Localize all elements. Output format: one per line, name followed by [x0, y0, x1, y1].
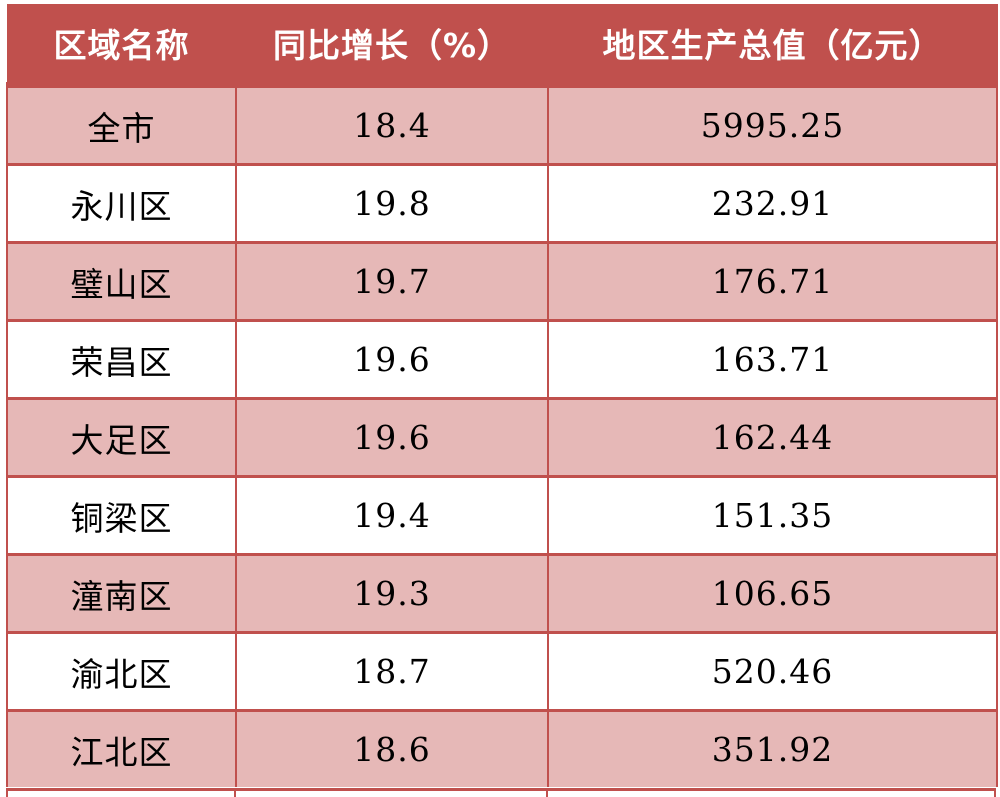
gdp-cell: 232.91: [547, 163, 998, 243]
column-header-growth: 同比增长（%）: [235, 4, 549, 85]
growth-cell: 19.4: [235, 475, 549, 555]
table-row: 铜梁区 19.4 151.35: [6, 475, 998, 555]
region-cell: 大足区: [6, 397, 237, 477]
grid-line: [6, 791, 8, 797]
growth-cell: 18.7: [235, 631, 549, 711]
gdp-cell: 106.65: [547, 553, 998, 633]
growth-cell: 18.4: [235, 82, 549, 165]
region-cell: 铜梁区: [6, 475, 237, 555]
table-row: 渝北区 18.7 520.46: [6, 631, 998, 711]
table-container: 区域名称 同比增长（%） 地区生产总值（亿元） 全市 18.4 5995.25 …: [6, 4, 998, 787]
table-row: 江北区 18.6 351.92: [6, 709, 998, 787]
table-row: 荣昌区 19.6 163.71: [6, 319, 998, 399]
region-cell: 荣昌区: [6, 319, 237, 399]
table-body: 全市 18.4 5995.25 永川区 19.8 232.91 璧山区 19.7…: [6, 82, 998, 787]
table-row: 全市 18.4 5995.25: [6, 82, 998, 165]
region-cell: 潼南区: [6, 553, 237, 633]
growth-cell: 19.6: [235, 319, 549, 399]
gdp-cell: 162.44: [547, 397, 998, 477]
region-cell: 璧山区: [6, 241, 237, 321]
gdp-cell: 351.92: [547, 709, 998, 787]
growth-cell: 19.3: [235, 553, 549, 633]
table-header: 区域名称 同比增长（%） 地区生产总值（亿元）: [6, 4, 998, 85]
table-row: 璧山区 19.7 176.71: [6, 241, 998, 321]
grid-line: [994, 791, 996, 797]
column-header-gdp: 地区生产总值（亿元）: [547, 4, 998, 85]
region-cell: 渝北区: [6, 631, 237, 711]
region-cell: 永川区: [6, 163, 237, 243]
grid-line: [546, 791, 548, 797]
column-header-region: 区域名称: [6, 4, 237, 85]
table-bottom-edge: [6, 788, 996, 797]
gdp-cell: 5995.25: [547, 82, 998, 165]
growth-cell: 18.6: [235, 709, 549, 787]
growth-cell: 19.6: [235, 397, 549, 477]
gdp-cell: 520.46: [547, 631, 998, 711]
gdp-cell: 151.35: [547, 475, 998, 555]
gdp-cell: 163.71: [547, 319, 998, 399]
region-cell: 全市: [6, 82, 237, 165]
table-row: 大足区 19.6 162.44: [6, 397, 998, 477]
header-row: 区域名称 同比增长（%） 地区生产总值（亿元）: [6, 4, 998, 85]
gdp-cell: 176.71: [547, 241, 998, 321]
region-cell: 江北区: [6, 709, 237, 787]
table-row: 潼南区 19.3 106.65: [6, 553, 998, 633]
growth-cell: 19.8: [235, 163, 549, 243]
growth-cell: 19.7: [235, 241, 549, 321]
table-row: 永川区 19.8 232.91: [6, 163, 998, 243]
gdp-table: 区域名称 同比增长（%） 地区生产总值（亿元） 全市 18.4 5995.25 …: [6, 4, 998, 787]
grid-line: [234, 791, 236, 797]
